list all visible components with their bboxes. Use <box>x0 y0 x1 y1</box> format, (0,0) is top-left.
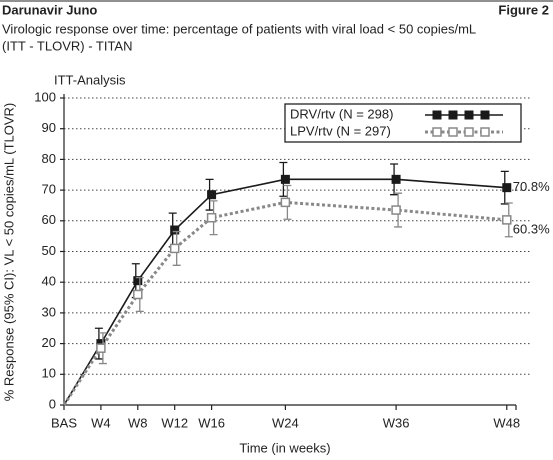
marker <box>280 197 291 208</box>
x-tick-label: W24 <box>272 415 299 430</box>
y-tick-label: 80 <box>42 151 56 166</box>
marker <box>133 276 143 286</box>
x-tick-label: W4 <box>91 415 111 430</box>
legend-marker <box>464 127 474 137</box>
value-label: 60.3% <box>513 221 550 236</box>
figure-label: Figure 2 <box>498 2 549 17</box>
legend-marker <box>432 127 442 137</box>
header: Darunavir Juno <box>2 2 97 17</box>
marker <box>207 190 217 200</box>
legend-marker <box>464 110 474 120</box>
series-line <box>63 178 507 406</box>
y-tick-label: 60 <box>42 212 56 227</box>
x-tick-label: W48 <box>493 415 520 430</box>
chart-title: (ITT - TLOVR) - TITAN <box>2 38 132 53</box>
y-tick-label: 20 <box>42 335 56 350</box>
y-tick-label: 0 <box>49 396 56 411</box>
y-tick-label: 30 <box>42 304 56 319</box>
y-tick-label: 100 <box>34 89 56 104</box>
marker <box>169 243 180 254</box>
y-tick-label: 40 <box>42 274 56 289</box>
marker <box>280 174 290 184</box>
marker <box>391 174 401 184</box>
marker <box>206 212 217 223</box>
marker <box>170 225 180 235</box>
legend-marker <box>448 110 458 120</box>
series-line <box>62 200 507 406</box>
x-axis-label: Time (in weeks) <box>239 440 330 455</box>
marker <box>502 215 512 225</box>
marker <box>96 343 106 353</box>
y-tick-label: 70 <box>42 182 56 197</box>
y-tick-label: 90 <box>42 120 56 135</box>
y-axis-label: % Response (95% CI): VL < 50 copies/mL (… <box>1 103 16 402</box>
chart-title: Virologic response over time: percentage… <box>2 21 476 36</box>
marker <box>391 205 401 215</box>
marker <box>502 183 512 193</box>
value-label: 70.8% <box>513 179 550 194</box>
legend-marker <box>480 110 490 120</box>
legend-marker <box>480 127 490 137</box>
legend-marker <box>448 127 458 137</box>
y-tick-label: 10 <box>42 366 56 381</box>
legend-marker <box>432 110 442 120</box>
legend-label: LPV/rtv (N = 297) <box>290 123 391 138</box>
x-tick-label: BAS <box>51 415 77 430</box>
x-tick-label: W12 <box>161 415 188 430</box>
marker <box>133 289 143 300</box>
x-tick-label: W8 <box>128 415 148 430</box>
legend-label: DRV/rtv (N = 298) <box>290 106 393 121</box>
x-tick-label: W16 <box>198 415 225 430</box>
subtitle: ITT-Analysis <box>54 72 126 87</box>
x-tick-label: W36 <box>383 415 410 430</box>
y-tick-label: 50 <box>42 243 56 258</box>
